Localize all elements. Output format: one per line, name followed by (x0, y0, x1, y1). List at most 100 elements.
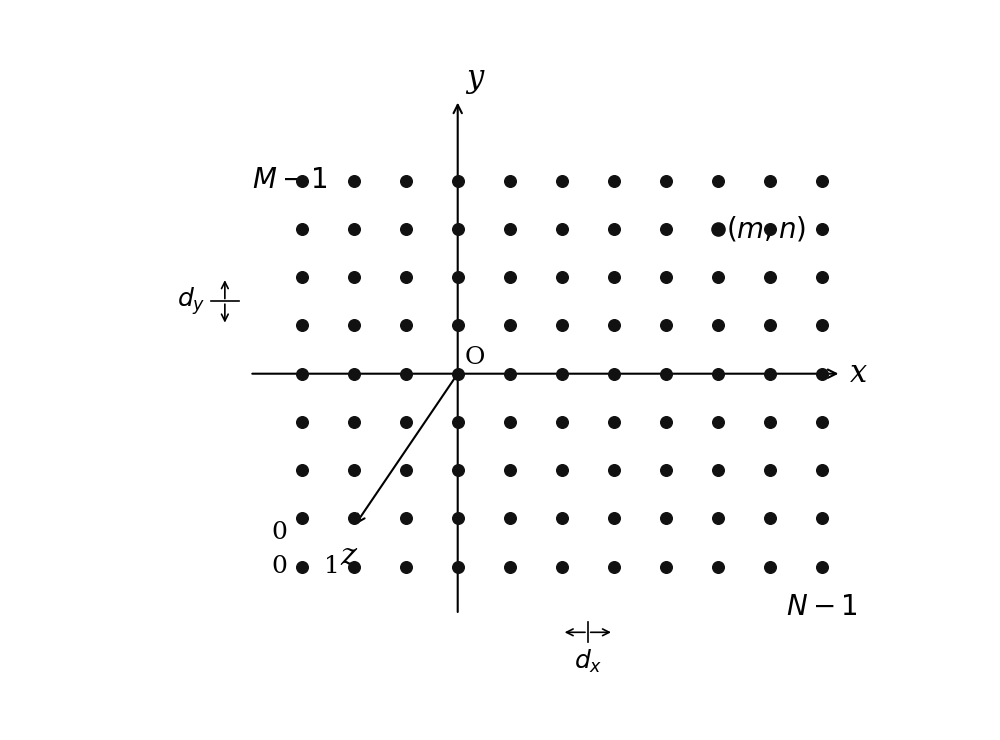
Text: 0: 0 (272, 521, 288, 545)
Point (502, 223, 518, 235)
Point (554, 416, 570, 428)
Point (814, 223, 830, 235)
Point (658, 368, 674, 380)
Text: $d_x$: $d_x$ (574, 648, 602, 675)
Point (658, 561, 674, 573)
Point (502, 175, 518, 186)
Point (294, 464, 310, 476)
Point (450, 223, 466, 235)
Point (346, 368, 362, 380)
Point (554, 368, 570, 380)
Point (762, 561, 778, 573)
Point (710, 175, 726, 186)
Point (658, 416, 674, 428)
Point (346, 512, 362, 524)
Point (502, 320, 518, 332)
Point (554, 320, 570, 332)
Point (814, 175, 830, 186)
Point (710, 561, 726, 573)
Text: O: O (464, 346, 485, 369)
Point (398, 464, 414, 476)
Point (502, 464, 518, 476)
Point (294, 512, 310, 524)
Point (606, 561, 622, 573)
Point (346, 272, 362, 283)
Point (398, 223, 414, 235)
Point (346, 416, 362, 428)
Point (606, 223, 622, 235)
Point (294, 272, 310, 283)
Point (710, 320, 726, 332)
Point (554, 561, 570, 573)
Text: y: y (466, 64, 483, 94)
Text: z: z (340, 541, 356, 572)
Point (450, 561, 466, 573)
Point (346, 223, 362, 235)
Text: 1: 1 (324, 555, 340, 578)
Point (554, 175, 570, 186)
Point (450, 320, 466, 332)
Point (814, 416, 830, 428)
Point (606, 320, 622, 332)
Point (294, 175, 310, 186)
Point (710, 464, 726, 476)
Point (294, 416, 310, 428)
Point (294, 320, 310, 332)
Point (606, 464, 622, 476)
Point (450, 368, 466, 380)
Text: x: x (849, 358, 867, 389)
Point (658, 175, 674, 186)
Point (502, 561, 518, 573)
Text: $(m,n)$: $(m,n)$ (726, 215, 806, 243)
Point (762, 320, 778, 332)
Point (450, 272, 466, 283)
Point (606, 512, 622, 524)
Point (658, 464, 674, 476)
Point (554, 464, 570, 476)
Point (606, 175, 622, 186)
Point (346, 320, 362, 332)
Point (814, 464, 830, 476)
Point (658, 320, 674, 332)
Point (450, 512, 466, 524)
Point (346, 464, 362, 476)
Point (554, 272, 570, 283)
Point (762, 368, 778, 380)
Point (398, 272, 414, 283)
Point (814, 512, 830, 524)
Point (502, 416, 518, 428)
Point (294, 368, 310, 380)
Point (710, 272, 726, 283)
Text: $M-1$: $M-1$ (252, 167, 327, 195)
Point (710, 416, 726, 428)
Point (762, 416, 778, 428)
Point (814, 368, 830, 380)
Point (398, 416, 414, 428)
Point (398, 175, 414, 186)
Point (762, 223, 778, 235)
Point (398, 368, 414, 380)
Point (398, 561, 414, 573)
Point (294, 561, 310, 573)
Point (554, 512, 570, 524)
Point (762, 512, 778, 524)
Text: $d_y$: $d_y$ (177, 286, 206, 317)
Point (450, 464, 466, 476)
Point (606, 416, 622, 428)
Point (710, 223, 726, 235)
Point (606, 368, 622, 380)
Point (502, 272, 518, 283)
Point (814, 561, 830, 573)
Point (762, 175, 778, 186)
Point (502, 368, 518, 380)
Point (710, 512, 726, 524)
Point (346, 561, 362, 573)
Text: 0: 0 (272, 555, 288, 578)
Point (658, 223, 674, 235)
Point (398, 512, 414, 524)
Point (762, 464, 778, 476)
Point (658, 272, 674, 283)
Point (554, 223, 570, 235)
Point (658, 512, 674, 524)
Point (814, 320, 830, 332)
